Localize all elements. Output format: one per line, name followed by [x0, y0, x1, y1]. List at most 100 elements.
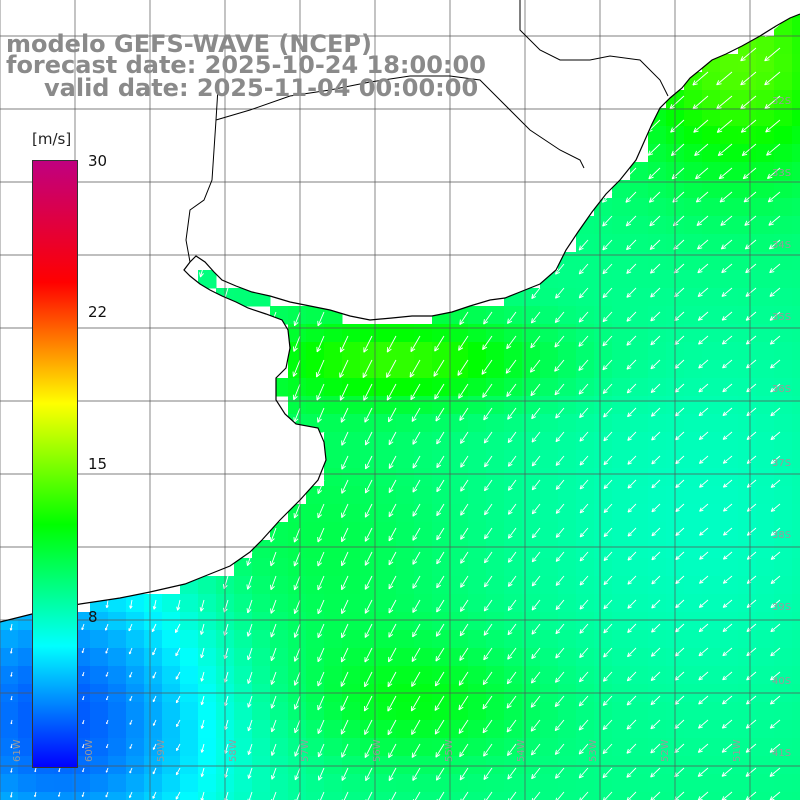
wind-cell: [252, 576, 271, 595]
wind-cell: [180, 630, 199, 649]
wind-cell: [468, 558, 487, 577]
wind-cell: [630, 738, 649, 757]
wind-cell: [540, 324, 559, 343]
wind-cell: [594, 630, 613, 649]
wind-cell: [684, 288, 703, 307]
wind-arrow: [507, 431, 517, 443]
wind-cell: [702, 720, 721, 739]
wind-arrow: [770, 503, 781, 512]
wind-arrow: [507, 743, 517, 756]
wind-arrow: [692, 71, 709, 86]
wind-cell: [684, 630, 703, 649]
wind-arrow: [651, 527, 661, 537]
wind-arrow: [627, 599, 637, 609]
wind-cell: [234, 630, 253, 649]
wind-arrow: [435, 407, 445, 422]
wind-arrow: [128, 623, 133, 632]
wind-cell: [774, 432, 793, 451]
wind-arrow: [434, 335, 445, 352]
wind-arrow: [602, 263, 613, 275]
wind-cell: [288, 666, 307, 685]
wind-cell: [774, 198, 793, 217]
wind-cell: [702, 180, 721, 199]
wind-cell: [540, 486, 559, 505]
wind-cell: [612, 468, 631, 487]
wind-arrow: [483, 311, 493, 325]
wind-arrow: [699, 455, 709, 464]
wind-cell: [396, 648, 415, 667]
wind-arrow: [411, 743, 421, 758]
wind-cell: [612, 432, 631, 451]
wind-cell: [558, 342, 577, 361]
wind-arrow: [507, 767, 517, 780]
wind-arrow: [176, 599, 181, 611]
wind-arrow: [603, 479, 613, 490]
wind-cell: [792, 108, 800, 127]
wind-cell: [198, 738, 217, 757]
wind-arrow: [247, 767, 253, 779]
wind-cell: [144, 612, 163, 631]
wind-cell: [702, 108, 721, 127]
wind-cell: [270, 666, 289, 685]
wind-cell: [306, 576, 325, 595]
wind-cell: [468, 738, 487, 757]
wind-arrow: [770, 551, 781, 560]
wind-cell: [468, 522, 487, 541]
lon-label: 56W: [372, 739, 383, 762]
wind-arrow: [294, 791, 301, 800]
wind-cell: [504, 414, 523, 433]
title-forecast-date: forecast date: 2025-10-24 18:00:00: [6, 51, 486, 79]
wind-arrow: [151, 623, 157, 633]
wind-cell: [792, 666, 800, 685]
wind-cell: [522, 468, 541, 487]
wind-arrow: [699, 551, 709, 560]
wind-cell: [738, 432, 757, 451]
wind-cell: [324, 720, 343, 739]
wind-cell: [612, 342, 631, 361]
wind-cell: [684, 594, 703, 613]
wind-cell: [234, 558, 253, 577]
lat-label: 40S: [772, 676, 792, 687]
wind-cell: [360, 648, 379, 667]
wind-cell: [612, 198, 631, 217]
wind-cell: [18, 630, 37, 649]
wind-cell: [306, 666, 325, 685]
wind-cell: [18, 666, 37, 685]
wind-arrow: [293, 671, 301, 686]
wind-arrow: [696, 215, 709, 226]
wind-cell: [342, 648, 361, 667]
wind-arrow: [483, 647, 493, 661]
wind-cell: [648, 468, 667, 487]
wind-arrow: [458, 335, 469, 351]
wind-arrow: [746, 527, 757, 536]
wind-arrows: [9, 23, 781, 800]
wind-cell: [504, 396, 523, 415]
wind-cell: [684, 432, 703, 451]
wind-arrow: [294, 743, 301, 757]
wind-cell: [324, 756, 343, 775]
wind-cell: [738, 234, 757, 253]
wind-arrow: [579, 479, 589, 490]
wind-arrow: [436, 503, 445, 517]
wind-cell: [558, 306, 577, 325]
lon-label: 51W: [732, 739, 743, 762]
wind-arrow: [460, 575, 469, 588]
wind-cell: [324, 648, 343, 667]
wind-cell: [594, 666, 613, 685]
wind-cell: [414, 450, 433, 469]
wind-arrow: [317, 671, 325, 687]
wind-cell: [288, 594, 307, 613]
wind-cell: [396, 576, 415, 595]
wind-cell: [630, 342, 649, 361]
wind-cell: [144, 774, 163, 793]
wind-cell: [738, 612, 757, 631]
wind-cell: [774, 720, 793, 739]
wind-cell: [468, 720, 487, 739]
wind-cell: [540, 792, 559, 800]
wind-cell: [756, 522, 775, 541]
wind-cell: [792, 144, 800, 163]
wind-arrow: [767, 191, 781, 203]
wind-arrow: [293, 551, 301, 567]
wind-arrow: [318, 791, 325, 800]
wind-arrow: [199, 623, 205, 635]
